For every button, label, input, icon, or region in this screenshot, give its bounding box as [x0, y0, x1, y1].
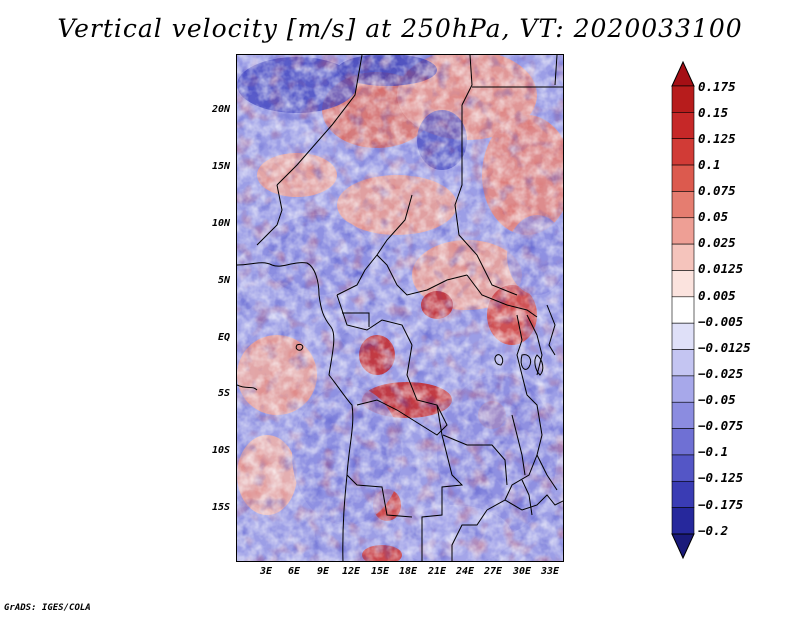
colorbar-segment — [671, 349, 695, 377]
lon-label-24e: 24E — [455, 566, 475, 577]
colorbar-label: −0.175 — [698, 497, 744, 512]
noise-white — [237, 55, 563, 561]
map-title: Vertical velocity [m/s] at 250hPa, VT: 2… — [57, 14, 743, 43]
lon-label-15e: 15E — [370, 566, 390, 577]
colorbar-segment — [671, 375, 695, 403]
lon-label-6e: 6E — [287, 566, 301, 577]
lon-label-3e: 3E — [259, 566, 273, 577]
lat-label-5s: 5S — [217, 388, 230, 399]
colorbar-top-cap — [671, 60, 695, 87]
colorbar-label: 0.0125 — [698, 261, 744, 276]
colorbar-label: 0.1 — [698, 157, 721, 172]
coastlines-borders — [237, 55, 563, 561]
colorbar-label: 0.175 — [698, 79, 736, 94]
colorbar-segment — [671, 296, 695, 324]
grads-credit: GrADS: IGES/COLA — [4, 603, 91, 613]
colorbar-label: −0.005 — [698, 314, 744, 329]
colorbar-segment — [671, 270, 695, 298]
velocity-field-map — [237, 55, 563, 561]
colorbar-label: −0.05 — [698, 392, 736, 407]
lakes — [295, 344, 544, 516]
colorbar-bottom-cap — [671, 533, 695, 560]
colorbar-label: −0.1 — [698, 444, 729, 459]
lat-label-10s: 10S — [211, 445, 230, 456]
lon-label-30e: 30E — [512, 566, 532, 577]
colorbar-segment — [671, 428, 695, 456]
colorbar-segment — [671, 112, 695, 140]
colorbar-label: −0.0125 — [698, 340, 751, 355]
colorbar-label: −0.025 — [698, 366, 744, 381]
colorbar-segment — [671, 454, 695, 482]
lon-label-21e: 21E — [427, 566, 447, 577]
colorbar-label: 0.025 — [698, 235, 736, 250]
colorbar-segment — [671, 85, 695, 113]
colorbar-segment — [671, 322, 695, 350]
lon-label-18e: 18E — [398, 566, 418, 577]
lon-label-12e: 12E — [341, 566, 361, 577]
colorbar-segment — [671, 401, 695, 429]
lat-label-15n: 15N — [211, 161, 230, 172]
lon-label-9e: 9E — [316, 566, 330, 577]
map-panel — [236, 54, 564, 562]
colorbar-segment — [671, 191, 695, 219]
colorbar-segment — [671, 217, 695, 245]
colorbar-label: −0.2 — [698, 523, 729, 538]
lat-label-20n: 20N — [211, 104, 230, 115]
colorbar-label: −0.075 — [698, 418, 744, 433]
lat-label-eq: EQ — [217, 332, 230, 343]
colorbar-segment — [671, 507, 695, 535]
colorbar-label: 0.075 — [698, 183, 736, 198]
colorbar-label: 0.005 — [698, 288, 736, 303]
colorbar-segment — [671, 480, 695, 508]
colorbar-label: 0.15 — [698, 105, 729, 120]
colorbar-segment — [671, 138, 695, 166]
lon-label-33e: 33E — [540, 566, 560, 577]
colorbar-label: 0.125 — [698, 131, 736, 146]
colorbar-label: −0.125 — [698, 470, 744, 485]
colorbar-segment — [671, 243, 695, 271]
colorbar-label: 0.05 — [698, 209, 729, 224]
lat-label-15s: 15S — [211, 502, 230, 513]
lat-label-10n: 10N — [211, 218, 230, 229]
lat-label-5n: 5N — [217, 275, 230, 286]
lon-label-27e: 27E — [483, 566, 503, 577]
colorbar-segment — [671, 164, 695, 192]
colorbar — [671, 60, 695, 560]
